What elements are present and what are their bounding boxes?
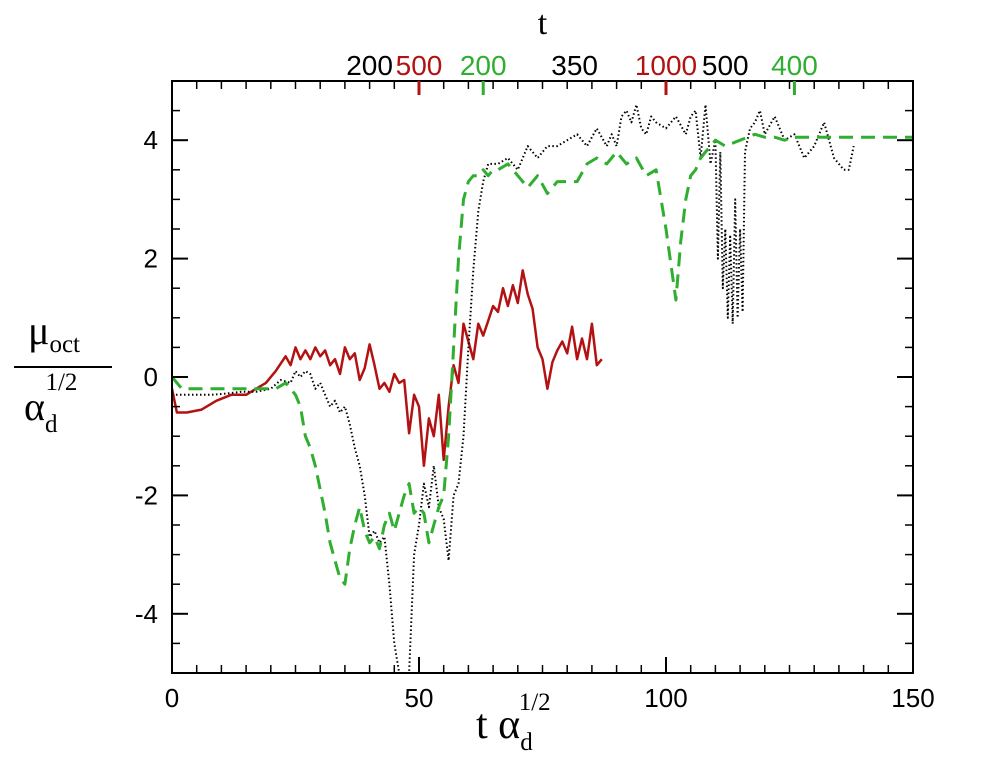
plot-frame bbox=[171, 80, 914, 674]
series-line-green bbox=[172, 132, 913, 586]
series-layer bbox=[172, 103, 913, 673]
x-axis-title: t αd 1/2 bbox=[476, 689, 551, 756]
y-tick-label: 4 bbox=[144, 125, 158, 155]
x-tick-label: 50 bbox=[405, 683, 434, 713]
y-axis-title-num-main: μ bbox=[28, 308, 49, 353]
y-axis-title-num-sub: oct bbox=[49, 331, 80, 358]
y-tick-label: -4 bbox=[135, 599, 158, 629]
top-axis-label-green: 400 bbox=[771, 50, 818, 81]
x-tick-label: 100 bbox=[644, 683, 687, 713]
y-axis-title-numerator: μoct bbox=[28, 308, 80, 358]
top-axis-label: t bbox=[538, 5, 548, 42]
series-line-red bbox=[172, 269, 603, 468]
y-tick-label: 0 bbox=[144, 362, 158, 392]
y-axis-title-den-sub: d bbox=[45, 411, 58, 438]
x-axis-title-sub: d bbox=[520, 729, 533, 756]
y-axis-title-denominator: αd 1/2 bbox=[24, 369, 77, 438]
y-axis-title-den-sup: 1/2 bbox=[45, 369, 77, 396]
top-axis-label-black: 200 bbox=[346, 50, 393, 81]
top-axis-label-black: 350 bbox=[551, 50, 598, 81]
top-axis-label-black: 500 bbox=[702, 50, 749, 81]
y-tick-label: 2 bbox=[144, 244, 158, 274]
y-axis-title-den-main: α bbox=[24, 384, 45, 429]
x-axis-title-sup: 1/2 bbox=[519, 689, 551, 716]
series-line-black bbox=[172, 103, 855, 673]
y-tick-label: -2 bbox=[135, 480, 158, 510]
x-tick-label: 150 bbox=[891, 683, 934, 713]
x-tick-label: 0 bbox=[165, 683, 179, 713]
top-axis-label-green: 200 bbox=[460, 50, 507, 81]
top-axis-label-red: 500 bbox=[396, 50, 443, 81]
top-axis-label-red: 1000 bbox=[635, 50, 697, 81]
x-axis-title-main: t α bbox=[476, 702, 520, 748]
